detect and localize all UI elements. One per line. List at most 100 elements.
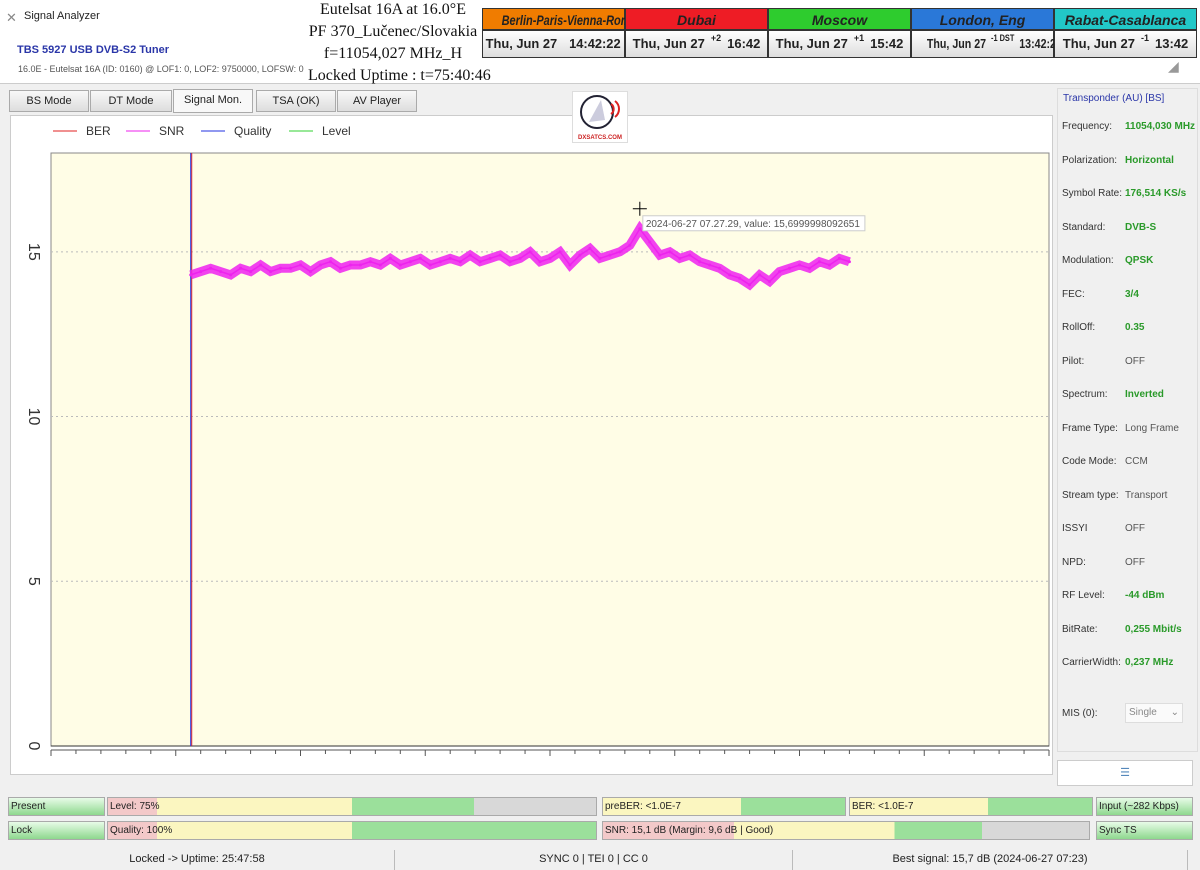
list-view-button[interactable]: ☰ <box>1057 760 1193 786</box>
transponder-value: 3/4 <box>1125 288 1139 300</box>
tab-bs-mode[interactable]: BS Mode <box>9 90 89 112</box>
transponder-label: Polarization: <box>1062 154 1118 166</box>
snr-point <box>698 260 702 264</box>
mis-select[interactable]: Single ⌄ <box>1125 703 1183 723</box>
snr-point <box>259 263 263 267</box>
transponder-value: 0,255 Mbit/s <box>1125 623 1182 635</box>
snr-point <box>788 266 792 270</box>
transponder-value: OFF <box>1125 355 1145 367</box>
tooltip-text: 2024-06-27 07.27.29, value: 15,699999809… <box>646 219 861 230</box>
snr-point <box>308 270 312 274</box>
mis-value: Single <box>1129 707 1157 718</box>
clock-city: Berlin-Paris-Vienna-Roma <box>501 12 637 28</box>
crosshair-cursor <box>632 201 647 216</box>
snr-point <box>588 247 592 251</box>
transponder-value: OFF <box>1125 556 1145 568</box>
snr-point <box>279 266 283 270</box>
clock-offset: -1 <box>1140 33 1149 43</box>
transponder-value: Inverted <box>1125 389 1164 400</box>
snr-point <box>199 270 203 274</box>
snr-point <box>478 260 482 264</box>
snr-point <box>758 273 762 277</box>
overlay-line: Locked Uptime : t=75:40:46 <box>308 67 491 84</box>
transponder-label: Standard: <box>1062 221 1106 233</box>
y-tick-label: 10 <box>25 408 42 426</box>
clock-time: 16:42 <box>727 36 761 51</box>
snr-point <box>807 266 811 270</box>
transponder-value: -44 dBm <box>1125 590 1165 601</box>
quality-bar: Quality: 100% <box>107 821 597 840</box>
clock-2: Moscow Thu, Jun 27 +1 15:42 <box>768 8 911 58</box>
transponder-label: RF Level: <box>1062 590 1105 601</box>
clock-offset: +2 <box>710 33 722 43</box>
y-tick-label: 15 <box>25 243 42 261</box>
legend-label: BER <box>86 124 111 138</box>
clock-0: Berlin-Paris-Vienna-Roma Thu, Jun 27 14:42… <box>482 8 637 58</box>
snr-point <box>778 270 782 274</box>
tab-signal-mon-[interactable]: Signal Mon. <box>173 89 253 113</box>
legend-label: Level <box>322 124 351 138</box>
status-best-signal: Best signal: 15,7 dB (2024-06-27 07:23) <box>793 850 1188 870</box>
transponder-label: Stream type: <box>1062 489 1119 501</box>
tab-av-player[interactable]: AV Player <box>337 90 417 112</box>
tab-dt-mode[interactable]: DT Mode <box>90 90 172 112</box>
snr-point <box>538 260 542 264</box>
snr-point <box>598 256 602 260</box>
transponder-value: DVB-S <box>1125 221 1157 233</box>
snr-point <box>558 250 562 254</box>
clock-row-content: Thu, Jun 27 -1 13:42 <box>1063 31 1189 57</box>
status-uptime: Locked -> Uptime: 25:47:58 <box>0 850 395 870</box>
snr-point <box>488 256 492 260</box>
transponder-value: CCM <box>1125 456 1148 467</box>
y-tick-label: 5 <box>25 577 42 586</box>
transponder-label: Spectrum: <box>1062 389 1108 400</box>
snr-point <box>249 270 253 274</box>
transponder-label: RollOff: <box>1062 322 1096 333</box>
snr-point <box>618 250 622 254</box>
snr-point <box>837 256 841 260</box>
snr-point <box>648 240 652 244</box>
snr-point <box>568 263 572 267</box>
snr-point <box>578 253 582 257</box>
transponder-label: CarrierWidth: <box>1062 657 1121 668</box>
tab-tsa-ok-[interactable]: TSA (OK) <box>256 90 336 112</box>
snr-point <box>378 263 382 267</box>
snr-point <box>318 263 322 267</box>
snr-point <box>458 260 462 264</box>
transponder-value: Transport <box>1125 489 1168 501</box>
snr-point <box>408 260 412 264</box>
clock-city-cell: Rabat-Casablanca <box>1055 9 1196 31</box>
preber-bar: preBER: <1.0E-7 <box>602 797 846 816</box>
signal-chart[interactable]: 0 5 10 15 BER SNR Quality Level 2024-06-27 07.27… <box>10 115 1053 775</box>
snr-point <box>299 263 302 267</box>
snr-point <box>229 273 233 277</box>
transponder-label: Frequency: <box>1062 121 1113 132</box>
transponder-value: Long Frame <box>1125 422 1179 434</box>
snr-point <box>448 256 452 260</box>
clock-row: Thu, Jun 27 -1 13:42 <box>1055 31 1196 57</box>
snr-point <box>638 227 642 231</box>
snr-point <box>728 273 732 277</box>
snr-point <box>518 256 522 260</box>
snr-point <box>688 253 692 257</box>
snr-point <box>219 270 223 274</box>
mis-label: MIS (0): <box>1062 708 1098 719</box>
transponder-label: Modulation: <box>1062 255 1114 266</box>
transponder-label: BitRate: <box>1062 623 1098 635</box>
snr-point <box>438 260 442 264</box>
clock-city-cell: Dubai <box>626 9 767 31</box>
snr-point <box>289 266 293 270</box>
snr-point <box>738 276 742 280</box>
legend-label: Quality <box>234 124 271 138</box>
snr-point <box>798 263 801 267</box>
transponder-label: Frame Type: <box>1062 422 1118 434</box>
snr-point <box>608 253 612 257</box>
clock-1: Dubai Thu, Jun 27 +2 16:42 <box>625 8 768 58</box>
snr-point <box>468 253 472 257</box>
clock-row-content: Thu, Jun 27 14:42:22 <box>486 31 621 57</box>
overlay-text: Eutelsat 16A at 16.0°E PF 370_Lučenec/Sl… <box>308 0 491 87</box>
legend-label: SNR <box>159 124 185 138</box>
snr-point <box>388 256 392 260</box>
snr-point <box>338 266 342 270</box>
snr-point <box>508 260 512 264</box>
